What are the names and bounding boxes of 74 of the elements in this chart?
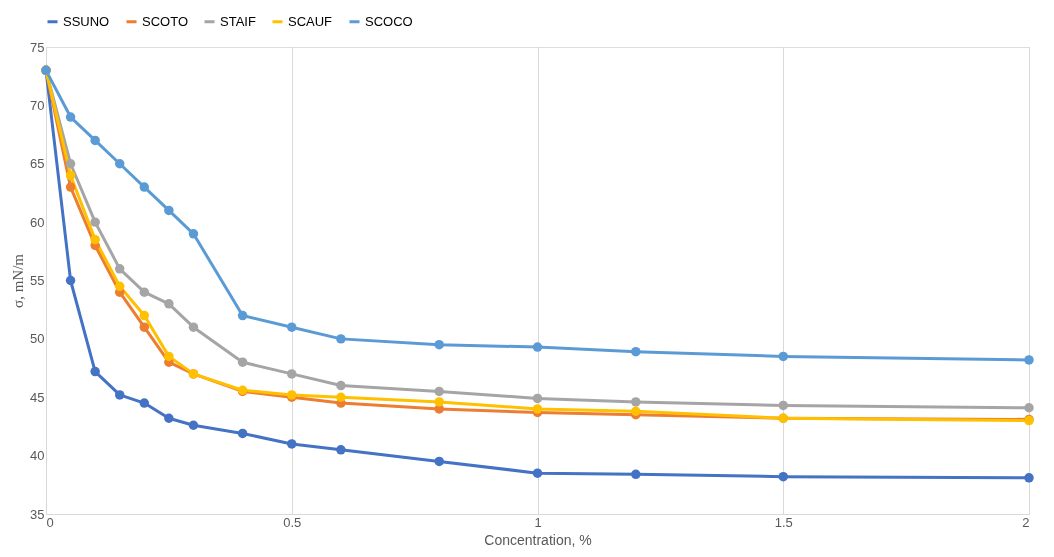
point (90, 217, 100, 227)
point (90, 366, 100, 377)
x-tick-label: 1 (534, 514, 542, 530)
point (65, 275, 76, 286)
point (139, 398, 150, 408)
point (139, 322, 150, 332)
point (1024, 473, 1034, 483)
point (1024, 403, 1034, 413)
point (65, 159, 76, 169)
point (237, 310, 248, 321)
point (65, 112, 76, 122)
point (434, 456, 444, 467)
y-tick-label: 60 (30, 214, 45, 230)
point (139, 310, 150, 321)
y-axis-title: σ, mN/m (10, 253, 27, 308)
legend-label: SCOCO (365, 13, 413, 29)
point (434, 339, 444, 350)
point (287, 322, 297, 332)
legend-label: STAIF (220, 13, 256, 29)
legend-label: SCAUF (288, 13, 333, 29)
y-tick-label: 75 (30, 39, 45, 55)
point (631, 406, 641, 416)
point (532, 404, 543, 414)
y-tick-label: 70 (30, 97, 45, 113)
point (237, 357, 248, 367)
point (188, 229, 199, 239)
point (336, 392, 346, 402)
point (164, 299, 174, 309)
x-axis-title: Concentration, % (484, 531, 592, 548)
point (164, 205, 174, 216)
point (631, 397, 641, 407)
y-tick-label: 55 (30, 273, 45, 288)
point (139, 287, 150, 297)
point (778, 471, 788, 482)
point (434, 386, 444, 397)
y-tick-label: 35 (30, 506, 45, 522)
point (65, 170, 76, 181)
y-tick-label: 65 (30, 156, 45, 172)
point (532, 393, 543, 404)
point (90, 234, 100, 245)
y-tick-label: 40 (30, 448, 45, 464)
point (336, 445, 346, 455)
point (1024, 355, 1034, 365)
point (114, 281, 125, 292)
point (90, 135, 100, 146)
legend-label: SSUNO (63, 13, 110, 29)
point (434, 397, 444, 407)
point (237, 428, 248, 439)
point (114, 264, 125, 274)
point (114, 390, 125, 400)
point (65, 182, 76, 192)
point (532, 468, 543, 478)
x-tick-label: 0 (46, 514, 54, 530)
x-tick-label: 0.5 (283, 514, 302, 530)
point (164, 351, 174, 362)
point (139, 182, 150, 192)
legend-label: SCOTO (142, 13, 188, 29)
point (532, 342, 543, 352)
point (778, 400, 788, 411)
point (778, 351, 788, 362)
point (287, 369, 297, 379)
point (164, 413, 174, 423)
y-tick-label: 45 (30, 389, 45, 405)
x-tick-label: 1.5 (774, 514, 793, 530)
point (287, 439, 297, 449)
x-tick-label: 2 (1022, 514, 1030, 530)
point (631, 469, 641, 480)
y-tick-label: 50 (30, 331, 45, 347)
point (336, 380, 346, 391)
point (336, 334, 346, 344)
point (188, 322, 199, 332)
point (114, 159, 125, 169)
point (188, 420, 199, 430)
point (631, 346, 641, 357)
